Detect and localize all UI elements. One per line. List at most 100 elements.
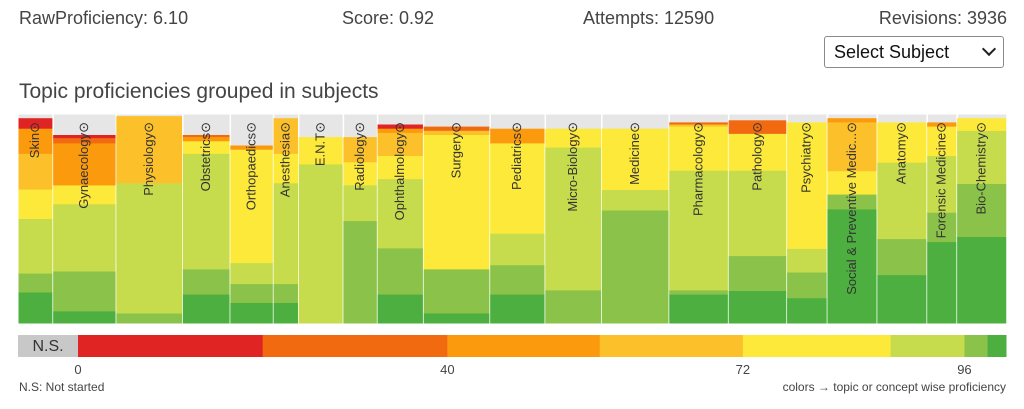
segment-bio-chemistry-0[interactable] <box>957 118 1007 132</box>
segment-surgery-2[interactable] <box>423 135 491 270</box>
segment-physiology-2[interactable] <box>116 313 183 325</box>
segment-orthopaedics-0[interactable] <box>230 145 274 151</box>
segment-skin-3[interactable] <box>18 189 54 220</box>
segment-pharmacology-4[interactable] <box>669 290 729 296</box>
segment-obstetrics-0[interactable] <box>182 135 231 138</box>
subject-label-social-preventive-medic[interactable]: Social & Preventive Medic...⊙ <box>844 122 859 295</box>
segment-anesthesia-3[interactable] <box>273 284 299 304</box>
segment-social-preventive-medic-2[interactable] <box>827 171 878 196</box>
segment-obstetrics-1[interactable] <box>182 137 231 142</box>
segment-orthopaedics-4[interactable] <box>230 303 274 325</box>
segment-social-preventive-medic-1[interactable] <box>827 122 878 172</box>
segment-surgery-0[interactable] <box>423 126 491 132</box>
segment-pathology-3[interactable] <box>728 256 788 292</box>
subject-label-ophthalmology[interactable]: Ophthalmology⊙ <box>392 122 407 220</box>
segment-bio-chemistry-2[interactable] <box>957 183 1007 238</box>
segment-ophthalmology-5[interactable] <box>377 248 424 296</box>
segment-pediatrics-4[interactable] <box>490 294 546 325</box>
segment-surgery-3[interactable] <box>423 269 491 314</box>
segment-medicine-1[interactable] <box>601 190 670 212</box>
segment-gynaecology-6[interactable] <box>53 311 117 325</box>
segment-physiology-0[interactable] <box>116 116 183 184</box>
segment-skin-1[interactable] <box>18 128 54 155</box>
segment-obstetrics-2[interactable] <box>182 141 231 155</box>
segment-forensic-medicine-0[interactable] <box>927 122 958 128</box>
segment-bio-chemistry-3[interactable] <box>957 237 1007 325</box>
segment-gynaecology-1[interactable] <box>53 138 117 144</box>
subject-label-gynaecology[interactable]: Gynaecology⊙ <box>76 122 91 209</box>
segment-psychiatry-0[interactable] <box>787 122 828 250</box>
subject-label-bio-chemistry[interactable]: Bio-Chemistry⊙ <box>973 122 988 215</box>
segment-skin-5[interactable] <box>18 273 54 293</box>
subject-label-pathology[interactable]: Pathology⊙ <box>749 122 764 191</box>
segment-forensic-medicine-1[interactable] <box>927 126 958 157</box>
segment-orthopaedics-1[interactable] <box>230 149 274 264</box>
segment-pharmacology-1[interactable] <box>669 124 729 128</box>
segment-anesthesia-4[interactable] <box>273 303 299 325</box>
segment-skin-0[interactable] <box>18 118 54 130</box>
segment-bio-chemistry-1[interactable] <box>957 130 1007 185</box>
subject-label-pediatrics[interactable]: Pediatrics⊙ <box>509 122 524 190</box>
segment-anesthesia-1[interactable] <box>273 153 299 184</box>
subject-label-skin[interactable]: Skin⊙ <box>27 122 42 158</box>
segment-pharmacology-2[interactable] <box>669 126 729 172</box>
segment-ophthalmology-0[interactable] <box>377 124 424 130</box>
segment-obstetrics-5[interactable] <box>182 294 231 325</box>
subject-label-micro-biology[interactable]: Micro-Biology⊙ <box>565 122 580 212</box>
segment-orthopaedics-2[interactable] <box>230 263 274 285</box>
segment-pharmacology-0[interactable] <box>669 122 729 125</box>
segment-micro-biology-0[interactable] <box>545 128 602 149</box>
segment-radiology-1[interactable] <box>343 162 378 186</box>
segment-surgery-1[interactable] <box>423 130 491 136</box>
segment-gynaecology-0[interactable] <box>53 135 117 139</box>
segment-medicine-0[interactable] <box>601 128 670 191</box>
segment-gynaecology-2[interactable] <box>53 143 117 186</box>
segment-psychiatry-1[interactable] <box>787 248 828 274</box>
segment-skin-4[interactable] <box>18 219 54 275</box>
segment-micro-biology-1[interactable] <box>545 147 602 291</box>
subject-label-medicine[interactable]: Medicine⊙ <box>627 122 642 185</box>
segment-micro-biology-2[interactable] <box>545 290 602 325</box>
segment-ophthalmology-4[interactable] <box>377 179 424 249</box>
segment-ophthalmology-2[interactable] <box>377 132 424 157</box>
segment-obstetrics-4[interactable] <box>182 269 231 296</box>
segment-pathology-1[interactable] <box>728 133 788 172</box>
segment-pathology-2[interactable] <box>728 170 788 257</box>
segment-pediatrics-2[interactable] <box>490 233 546 266</box>
subject-label-psychiatry[interactable]: Psychiatry⊙ <box>799 122 814 193</box>
segment-pediatrics-3[interactable] <box>490 265 546 296</box>
subject-label-pharmacology[interactable]: Pharmacology⊙ <box>690 122 705 216</box>
segment-e-n-t-0[interactable] <box>298 137 344 165</box>
segment-obstetrics-3[interactable] <box>182 153 231 270</box>
segment-ophthalmology-3[interactable] <box>377 156 424 180</box>
subject-label-physiology[interactable]: Physiology⊙ <box>141 122 156 196</box>
subject-label-forensic-medicine[interactable]: Forensic Medicine⊙ <box>934 122 949 238</box>
segment-anesthesia-2[interactable] <box>273 183 299 285</box>
segment-anatomy-0[interactable] <box>877 122 928 164</box>
segment-forensic-medicine-2[interactable] <box>927 156 958 214</box>
subject-label-anatomy[interactable]: Anatomy⊙ <box>894 122 909 184</box>
segment-ophthalmology-6[interactable] <box>377 294 424 325</box>
segment-social-preventive-medic-4[interactable] <box>827 209 878 325</box>
segment-pediatrics-1[interactable] <box>490 143 546 235</box>
segment-pharmacology-5[interactable] <box>669 294 729 325</box>
subject-label-surgery[interactable]: Surgery⊙ <box>448 122 463 178</box>
segment-anesthesia-0[interactable] <box>273 118 299 155</box>
segment-forensic-medicine-3[interactable] <box>927 212 958 243</box>
segment-social-preventive-medic-3[interactable] <box>827 194 878 210</box>
segment-psychiatry-3[interactable] <box>787 298 828 325</box>
segment-orthopaedics-3[interactable] <box>230 284 274 304</box>
segment-pediatrics-0[interactable] <box>490 128 546 144</box>
segment-forensic-medicine-4[interactable] <box>927 242 958 325</box>
segment-skin-6[interactable] <box>18 292 54 325</box>
segment-physiology-1[interactable] <box>116 183 183 314</box>
segment-gynaecology-3[interactable] <box>53 185 117 205</box>
segment-gynaecology-4[interactable] <box>53 204 117 272</box>
segment-pharmacology-3[interactable] <box>669 170 729 291</box>
segment-pathology-4[interactable] <box>728 291 788 325</box>
segment-anatomy-2[interactable] <box>877 239 928 276</box>
segment-gynaecology-5[interactable] <box>53 271 117 312</box>
segment-radiology-0[interactable] <box>343 137 378 163</box>
segment-surgery-4[interactable] <box>423 313 491 325</box>
segment-anatomy-1[interactable] <box>877 162 928 240</box>
